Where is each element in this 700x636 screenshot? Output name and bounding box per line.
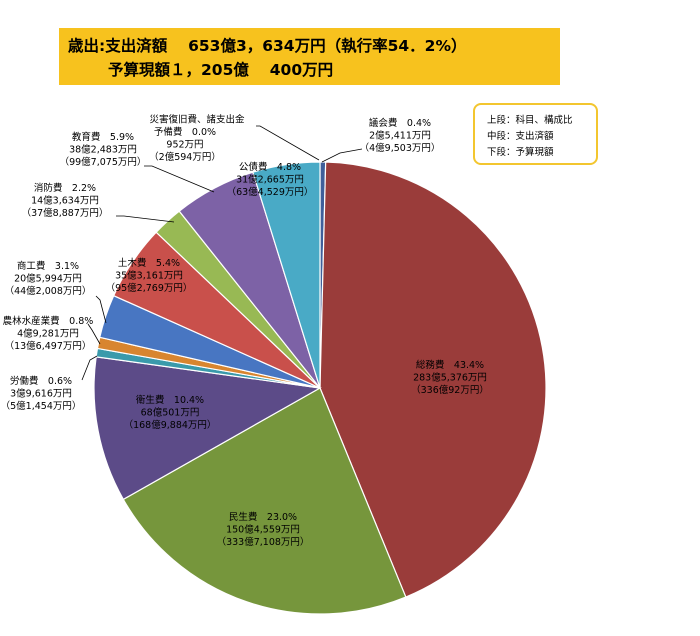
legend-upper: 上段：科目、構成比 — [487, 115, 573, 126]
label-commerce-spent: 20億5,994万円 — [14, 273, 82, 285]
label-public-debt-spent: 31億2,665万円 — [236, 174, 304, 186]
leader-line-commerce — [95, 295, 107, 324]
label-agriculture-heading: 農林水産業費 0.8% — [3, 315, 94, 327]
label-fire-budget: （37億8,887万円） — [22, 207, 109, 219]
pie-slice-public-debt — [252, 161, 321, 389]
label-civil-engineering-budget: （95億2,769万円） — [106, 282, 193, 294]
pie-slice-welfare — [122, 387, 407, 615]
label-general-affairs-heading: 総務費 43.4% — [416, 359, 484, 371]
label-civil-engineering-heading: 土木費 5.4% — [118, 257, 180, 269]
label-fire-heading: 消防費 2.2% — [34, 182, 96, 194]
label-health-heading: 衛生費 10.4% — [136, 394, 204, 406]
label-labor-spent: 3億9,616万円 — [10, 388, 72, 400]
legend-lower: 下段：予算現額 — [487, 147, 554, 158]
legend-middle: 中段：支出済額 — [487, 131, 554, 142]
label-fire-spent: 14億3,634万円 — [31, 195, 99, 207]
label-education-heading: 教育費 5.9% — [72, 131, 134, 143]
label-assembly-spent: 2億5,411万円 — [369, 130, 431, 142]
leader-line-agriculture — [87, 323, 101, 345]
label-labor-heading: 労働費 0.6% — [10, 375, 72, 387]
label-reserve-budget: （2億594万円） — [149, 151, 221, 163]
title-line-expenditure: 歳出:支出済額 653億3，634万円（執行率54．2%） — [68, 37, 467, 55]
legend-box: 上段：科目、構成比 中段：支出済額 下段：予算現額 — [473, 103, 598, 165]
leader-line-assembly — [321, 148, 363, 163]
label-general-affairs-spent: 283億5,376万円 — [413, 372, 487, 384]
title-banner: 歳出:支出済額 653億3，634万円（執行率54．2%） 予算現額１，205億… — [59, 28, 560, 85]
label-assembly-heading: 議会費 0.4% — [369, 117, 431, 129]
label-disaster-heading: 災害復旧費、諸支出金 — [149, 114, 245, 126]
leader-line-fire — [116, 215, 175, 223]
label-reserve-spent: 952万円 — [166, 140, 203, 151]
label-commerce-heading: 商工費 3.1% — [17, 260, 79, 272]
leader-line-labor — [81, 355, 98, 381]
pie-slice-health — [93, 356, 322, 501]
label-public-debt-budget: （63億4,529万円） — [227, 186, 314, 198]
label-welfare-spent: 150億4,559万円 — [226, 524, 300, 536]
pie-slice-general-affairs — [319, 161, 547, 598]
leader-line-education — [144, 165, 215, 193]
label-public-debt-heading: 公債費 4.8% — [239, 161, 301, 173]
label-health-spent: 68億501万円 — [141, 407, 200, 419]
label-general-affairs-budget: （336億92万円） — [411, 384, 489, 396]
label-welfare-budget: （333億7,108万円） — [217, 536, 310, 548]
label-commerce-budget: （44億2,008万円） — [5, 285, 92, 297]
label-agriculture-spent: 4億9,281万円 — [17, 328, 79, 340]
label-labor-budget: （5億1,454万円） — [1, 400, 82, 412]
label-education-spent: 38億2,483万円 — [69, 144, 137, 156]
label-assembly-budget: （4億9,503万円） — [360, 142, 441, 154]
label-agriculture-budget: （13億6,497万円） — [5, 340, 92, 352]
label-reserve-heading: 予備費 0.0% — [154, 126, 216, 138]
label-education-budget: （99億7,075万円） — [60, 156, 147, 168]
label-welfare-heading: 民生費 23.0% — [229, 511, 297, 523]
leader-line-reserve — [256, 125, 320, 161]
label-civil-engineering-spent: 35億3,161万円 — [115, 270, 183, 282]
label-health-budget: （168億9,884万円） — [124, 419, 217, 431]
title-line-budget: 予算現額１，205億 400万円 — [108, 61, 334, 79]
